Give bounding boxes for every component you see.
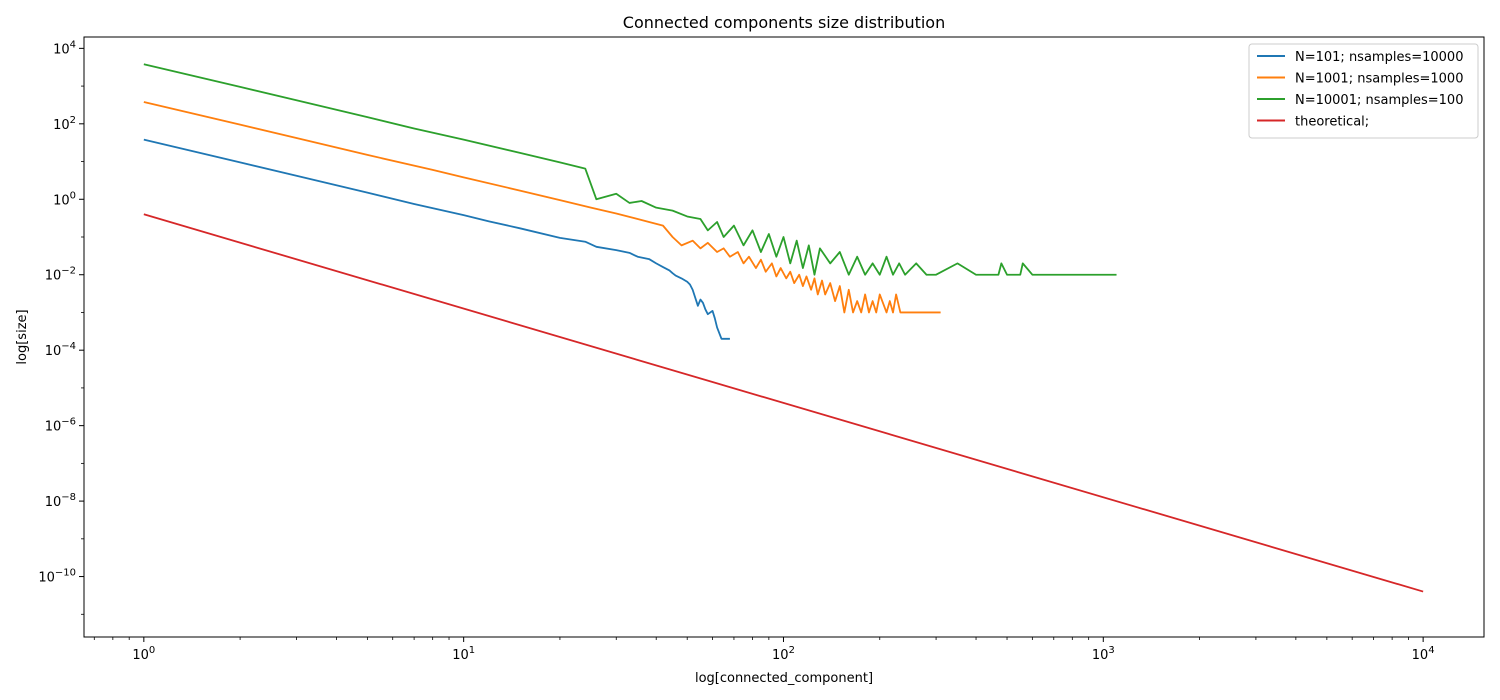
legend-entry-label: N=101; nsamples=10000 [1295,50,1463,65]
series-line-2 [143,101,941,314]
x-tick-label: 101 [452,645,475,663]
x-axis: 100 101 102 103 104 [93,637,1435,663]
chart-title: Connected components size distribution [623,13,945,32]
y-tick-label: 100 [53,190,76,208]
axes-border [83,36,1485,638]
legend-entry-label: N=1001; nsamples=1000 [1295,72,1463,87]
y-tick-label: 10−10 [38,568,76,586]
series-line-3 [143,63,1117,276]
y-tick-label: 10−4 [45,341,76,359]
y-tick-label: 10−6 [45,417,76,435]
x-tick-label: 103 [1092,645,1115,663]
y-axis-label: log[size] [15,309,30,364]
legend-box [1248,43,1479,139]
y-tick-label: 104 [53,39,76,57]
plot-area [143,63,1424,593]
series-line-1 [143,138,730,340]
y-tick-label: 10−2 [45,266,76,284]
y-axis: 10−10 10−8 10−6 10−4 10−2 100 102 104 [38,39,84,615]
axes-frame [83,36,1485,638]
series-line-4 [143,213,1424,593]
y-tick-label: 10−8 [45,492,76,510]
y-tick-label: 102 [53,115,76,133]
x-axis-label: log[connected_component] [695,671,873,686]
legend-entry-label: N=10001; nsamples=100 [1295,93,1463,108]
legend: N=101; nsamples=10000 N=1001; nsamples=10… [1248,43,1479,139]
legend-entry-label: theoretical; [1295,115,1369,130]
x-tick-label: 100 [132,645,155,663]
x-tick-label: 104 [1412,645,1435,663]
x-tick-label: 102 [772,645,795,663]
